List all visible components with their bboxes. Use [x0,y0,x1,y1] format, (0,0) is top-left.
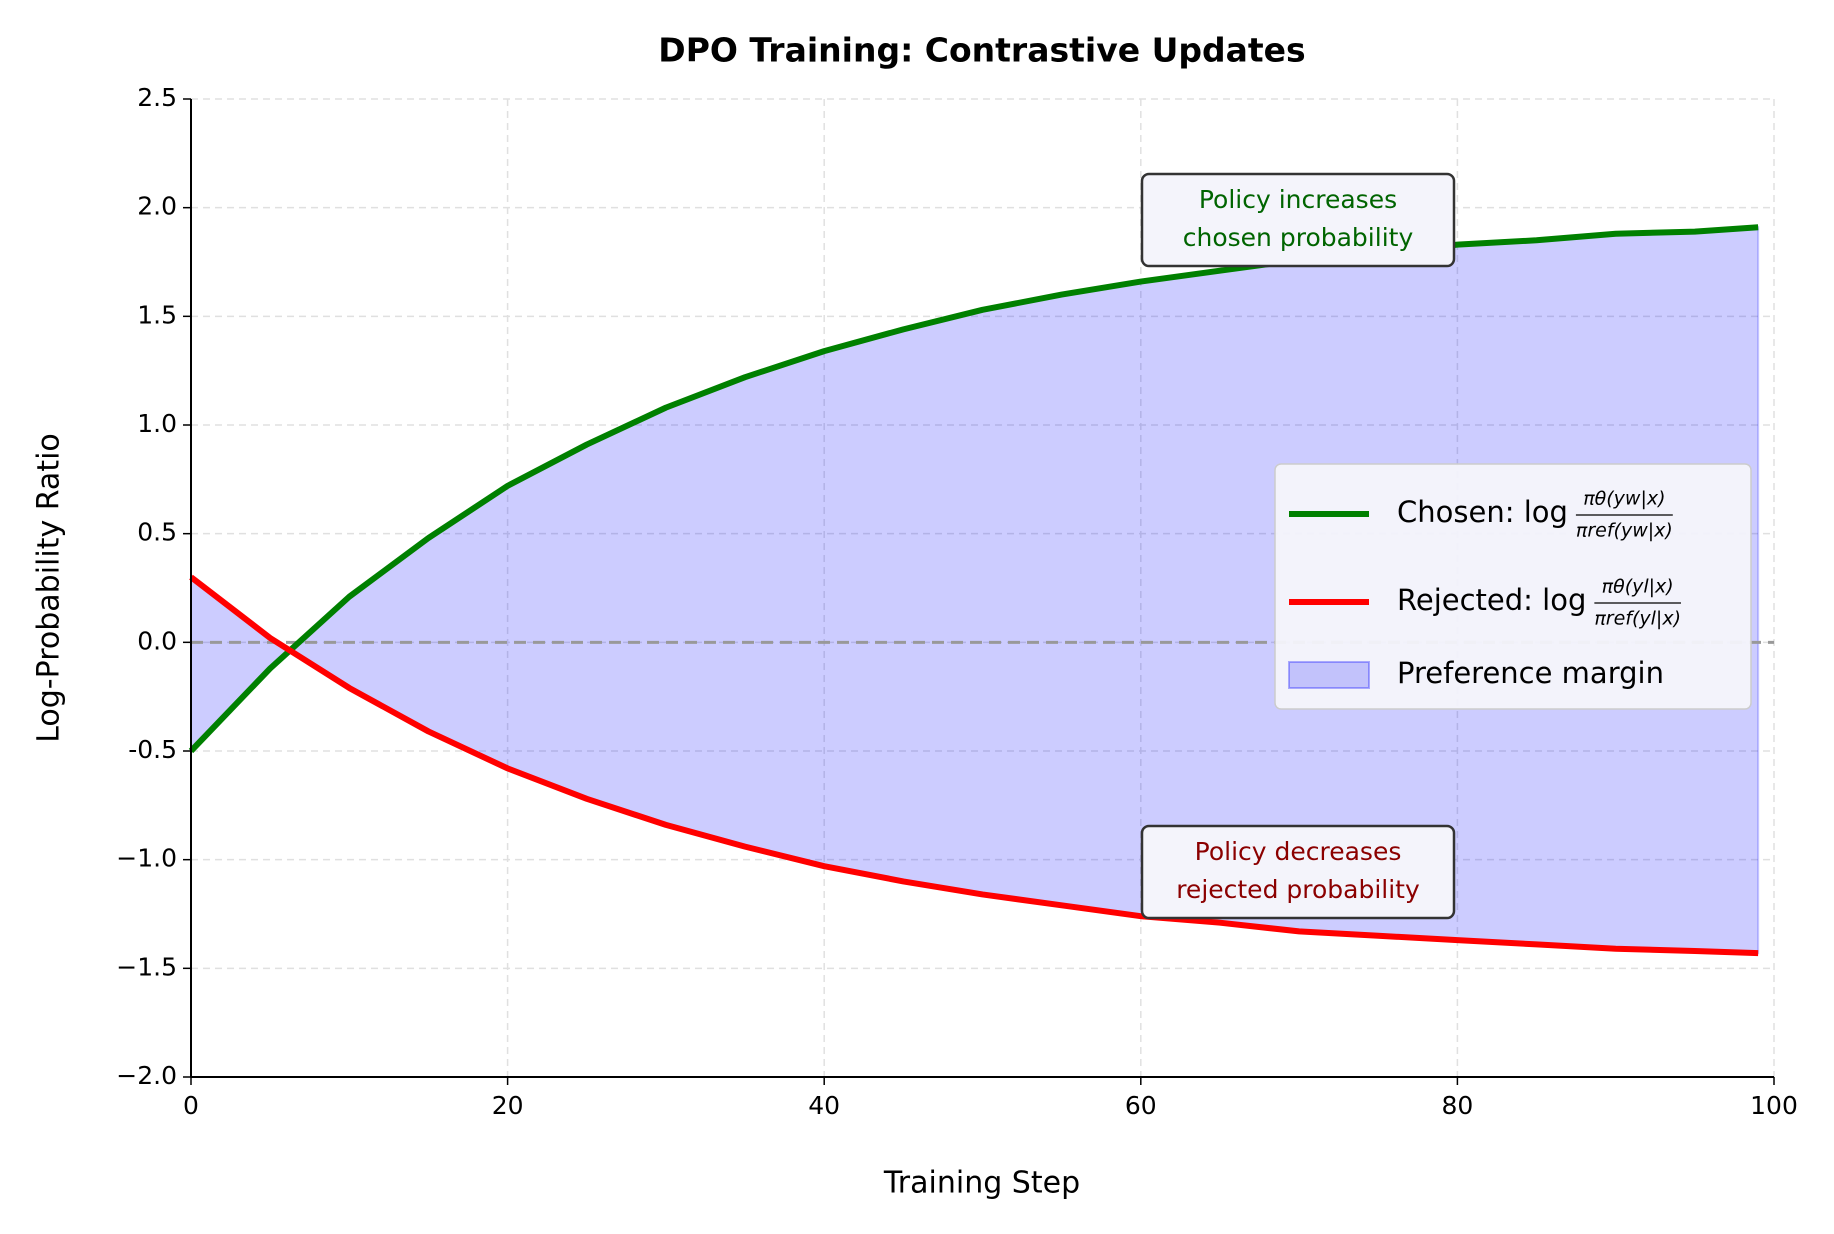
series-line [188,224,1759,754]
legend-fraction-denominator: πref(yl|x) [1594,608,1681,630]
legend-fraction-numerator: πθ(yw|x) [1583,488,1665,510]
legend-label: Preference margin [1397,656,1664,690]
x-tick-label: 0 [183,1091,199,1120]
legend-label: Rejected: log [1397,583,1586,617]
y-tick-label: −2.0 [116,1061,177,1090]
x-tick-label: 20 [492,1091,524,1120]
y-tick-label: 1.0 [137,409,177,438]
chart-title: DPO Training: Contrastive Updates [658,31,1305,70]
y-tick-label: −1.5 [116,952,177,981]
y-tick-label: −1.0 [116,844,177,873]
annotation-text: Policy increases chosen probability [1183,185,1414,252]
x-tick-label: 80 [1441,1091,1473,1120]
x-tick-label: 40 [808,1091,840,1120]
annotation-box [1140,824,1456,920]
x-tick-label: 100 [1750,1091,1798,1120]
annotation-box [1140,172,1456,268]
y-tick-label: 2.5 [137,83,177,112]
x-tick-label: 60 [1125,1091,1157,1120]
y-tick-label: -0.5 [128,735,177,764]
y-tick-label: 1.5 [137,300,177,329]
legend-label: Chosen: log [1397,495,1568,529]
annotation-text: Policy decreases rejected probability [1176,837,1420,904]
y-axis-label: Log-Probability Ratio [32,433,67,743]
y-tick-label: 0.5 [137,518,177,547]
legend-swatch [1288,661,1370,689]
legend-fraction-numerator: πθ(yl|x) [1602,576,1674,598]
y-tick-label: 0.0 [137,626,177,655]
x-axis-label: Training Step [883,1166,1080,1201]
legend-box [1274,463,1752,710]
y-tick-label: 2.0 [137,192,177,221]
legend-fraction-denominator: πref(yw|x) [1576,520,1673,542]
series-line [189,574,1759,957]
